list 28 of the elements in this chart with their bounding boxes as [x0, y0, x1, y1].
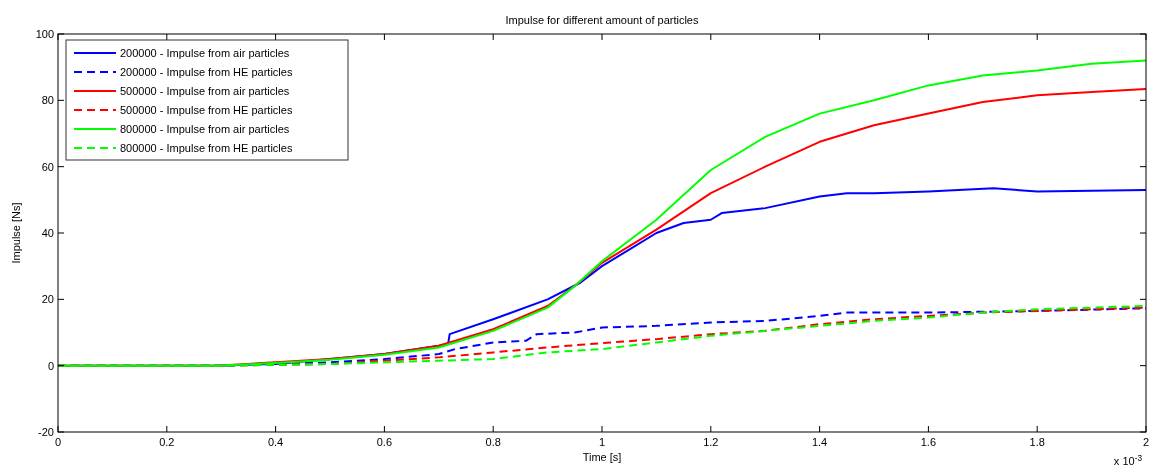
x-tick-label: 2: [1142, 436, 1150, 448]
y-tick-label: -20: [38, 426, 54, 438]
x-tick-label: 0.8: [485, 436, 501, 448]
legend-label: 200000 - Impulse from HE particles: [120, 66, 293, 78]
y-axis-title: Impulse [Ns]: [10, 202, 22, 264]
chart-title: Impulse for different amount of particles: [505, 14, 699, 26]
y-tick-label: 40: [41, 227, 54, 239]
x-tick-label: 1: [598, 436, 606, 448]
x-tick-label: 1.6: [920, 436, 937, 448]
x-tick-label: 0.2: [159, 436, 175, 448]
x-tick-label: 1.4: [811, 436, 828, 448]
legend-label: 200000 - Impulse from air particles: [120, 47, 290, 59]
x-tick-label: 1.2: [703, 436, 719, 448]
legend-label: 500000 - Impulse from air particles: [120, 85, 290, 97]
y-tick-label: 100: [35, 28, 54, 40]
legend-label: 500000 - Impulse from HE particles: [120, 104, 293, 116]
x-tick-label: 0.6: [376, 436, 393, 448]
y-tick-label: 80: [41, 94, 54, 107]
y-tick-label: 20: [41, 293, 54, 306]
legend-label: 800000 - Impulse from HE particles: [120, 142, 293, 154]
x-tick-label: 1.8: [1029, 436, 1045, 448]
y-tick-label: 0: [47, 359, 54, 372]
x-tick-label: 0: [54, 436, 62, 448]
text: x 10$^{-3}$: [1113, 453, 1143, 467]
legend-label: 800000 - Impulse from air particles: [120, 123, 290, 135]
x-axis-title: Time [s]: [582, 451, 622, 463]
x-tick-label: 0.4: [267, 436, 284, 448]
y-tick-label: 60: [41, 160, 54, 173]
